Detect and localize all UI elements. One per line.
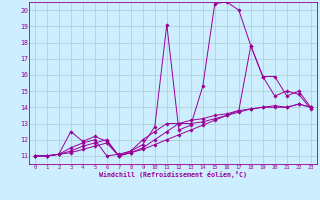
X-axis label: Windchill (Refroidissement éolien,°C): Windchill (Refroidissement éolien,°C)	[99, 171, 247, 178]
